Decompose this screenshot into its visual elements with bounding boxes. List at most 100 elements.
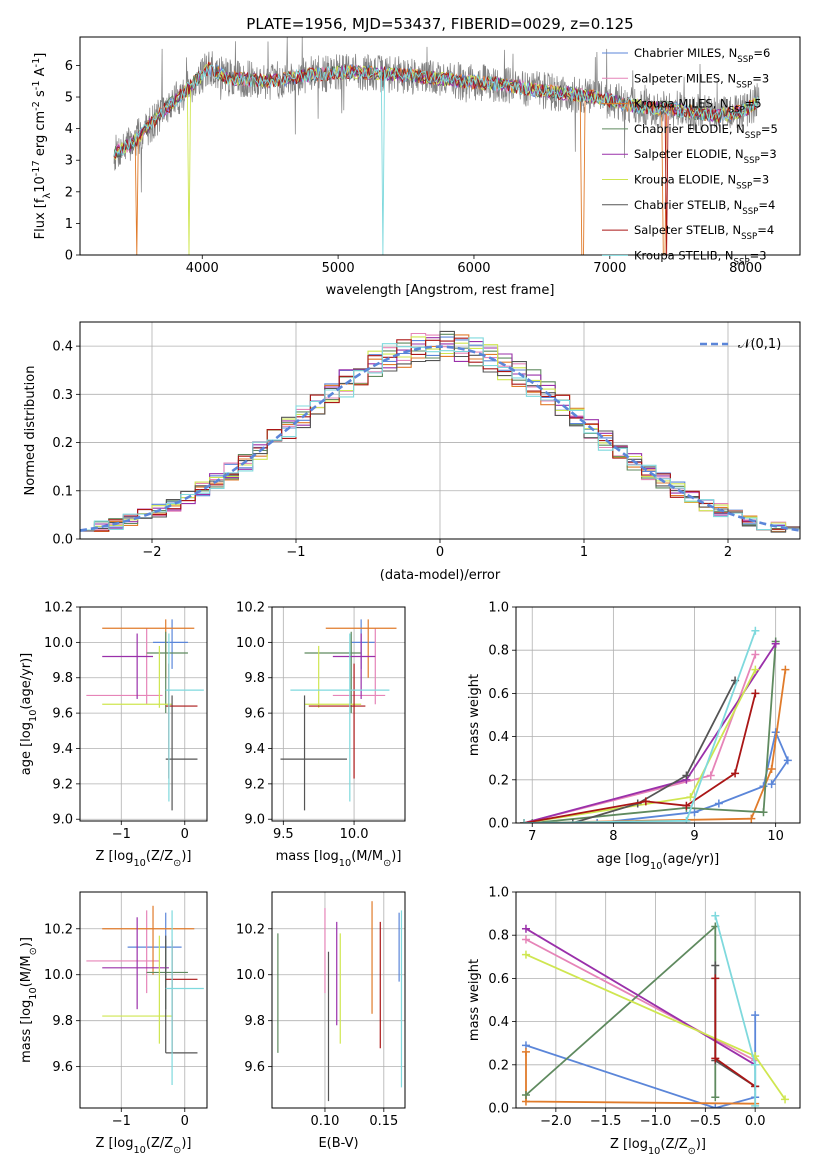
axes-age_vs_mass: 9.5 10.0 9.0 9.2 9.4 9.6 9.8 10.0 10.2 mass [log1… (236, 601, 406, 869)
y-tick-label: 10.2 (44, 922, 73, 937)
y-axis-label: Flux [fλ10-17 erg cm-2 s-1 A-1] (31, 53, 53, 240)
x-tick-label: 10 (767, 829, 784, 844)
x-tick-label: 8 (609, 829, 617, 844)
y-tick-label: 9.2 (244, 777, 265, 792)
y-tick-label: 10.0 (236, 636, 265, 651)
axes-frame: 4000 5000 6000 7000 8000 0 1 2 3 4 5 6 wavelength [A… (31, 36, 801, 298)
plot-area (277, 901, 403, 1102)
x-axis-label: mass [log10(M/M⊙)] (276, 849, 402, 869)
plot-area (280, 619, 397, 811)
mass-weight-marker (521, 935, 530, 944)
plot-area (86, 619, 204, 811)
mass-weight-marker (682, 816, 691, 823)
x-tick-label: 4000 (186, 261, 219, 276)
y-tick-label: 9.6 (52, 1060, 73, 1075)
y-tick-label: 3 (65, 154, 73, 169)
mass-weight-line (572, 679, 736, 823)
x-tick-label: 7 (528, 829, 536, 844)
x-tick-label: 2 (724, 545, 732, 560)
axes-frame: −2 −1 0 1 2 0.0 0.1 0.2 0.3 0.4 (data-model)/error… (23, 321, 801, 583)
x-tick-label: −2.0 (540, 1114, 572, 1129)
y-tick-label: 0.6 (488, 687, 509, 702)
y-tick-label: 9.4 (52, 742, 73, 757)
y-tick-label: 9.4 (244, 742, 265, 757)
normal-curve (80, 345, 800, 532)
y-tick-label: 0.3 (52, 388, 73, 403)
y-tick-label: 9.6 (52, 707, 73, 722)
x-axis-label: (data-model)/error (380, 568, 501, 583)
figure-title: PLATE=1956, MJD=53437, FIBERID=0029, z=0… (246, 15, 633, 33)
legend-label: 𝒩(0,1) (738, 337, 781, 352)
y-tick-label: 9.8 (244, 671, 265, 686)
axes-mw_vs_age: 7 8 9 10 0.0 0.2 0.4 0.6 0.8 1.0 age [log10(age/yr… (467, 601, 801, 872)
x-tick-label: −1.5 (590, 1114, 622, 1129)
mass-weight-marker (751, 650, 760, 659)
axes-frame: −2.0 −1.5 −1.0 −0.5 0.0 0.0 0.2 0.4 0.6 0.8 1.0 Z [… (467, 886, 801, 1157)
legend-label: Kroupa MILES, NSSP=5 (634, 97, 762, 116)
y-tick-label: 0.0 (52, 533, 73, 548)
y-axis-label: age [log10(age/yr)] (19, 653, 39, 776)
x-tick-label: −1.0 (640, 1114, 672, 1129)
legend-label: Salpeter MILES, NSSP=3 (634, 71, 769, 90)
axes-frame: −1 0 9.6 9.8 10.0 10.2 Z [log10(Z/Z⊙)] mass [lo… (19, 891, 208, 1156)
mass-weight-line (525, 924, 717, 1098)
mass-weight-line (532, 641, 777, 823)
mass-weight-marker (641, 797, 650, 806)
legend-label: Chabrier ELODIE, NSSP=5 (634, 122, 778, 141)
mass-weight-marker (690, 808, 699, 817)
y-tick-label: 10.2 (44, 601, 73, 616)
x-axis-label: Z [log10(Z/Z⊙)] (610, 1137, 706, 1157)
x-tick-label: 0 (181, 827, 189, 842)
y-tick-label: 0.2 (52, 436, 73, 451)
mass-weight-marker (751, 626, 760, 635)
x-tick-label: 9.5 (273, 827, 294, 842)
mass-weight-marker (731, 769, 740, 778)
mass-weight-marker (521, 950, 530, 959)
mass-weight-marker (781, 1095, 790, 1104)
y-tick-label: 9.8 (52, 1014, 73, 1029)
y-tick-label: 9.0 (244, 813, 265, 828)
x-tick-label: −1 (112, 827, 131, 842)
y-tick-label: 0 (65, 249, 73, 264)
plot-area (521, 911, 790, 1108)
y-tick-label: 0.4 (488, 730, 509, 745)
y-tick-label: 9.6 (244, 1060, 265, 1075)
plot-area (80, 330, 800, 533)
plot-area (520, 626, 792, 823)
y-tick-label: 0.4 (488, 1015, 509, 1030)
x-tick-label: 0 (181, 1114, 189, 1129)
x-tick-label: −1 (112, 1114, 131, 1129)
plot-area (86, 905, 204, 1086)
mass-weight-marker (781, 665, 790, 674)
axes-frame-rect (271, 606, 406, 822)
mass-weight-marker (593, 819, 602, 823)
mass-weight-marker (767, 765, 776, 773)
mass-weight-marker (771, 639, 780, 648)
mass-weight-line (524, 669, 787, 823)
x-tick-label: 10.0 (340, 827, 369, 842)
mass-weight-line (525, 938, 756, 1062)
x-axis-label: E(B-V) (318, 1136, 358, 1151)
x-tick-label: 5000 (322, 261, 355, 276)
mass-weight-marker (682, 771, 691, 780)
mass-weight-marker (711, 1054, 720, 1063)
axes-frame-rect (79, 891, 208, 1109)
x-tick-label: 0 (436, 545, 444, 560)
mass-weight-marker (714, 799, 723, 808)
y-tick-label: 6 (65, 59, 73, 74)
x-tick-label: −1 (286, 545, 305, 560)
y-tick-label: 4 (65, 122, 73, 137)
y-tick-label: 0.8 (488, 929, 509, 944)
legend-label: Salpeter STELIB, NSSP=4 (634, 223, 774, 242)
residual-histogram (80, 337, 800, 531)
mass-weight-marker (747, 814, 756, 823)
mass-weight-marker (759, 808, 768, 817)
axes-frame-rect (79, 606, 208, 822)
x-tick-label: 0.15 (369, 1114, 398, 1129)
y-tick-label: 0.0 (488, 817, 509, 832)
y-tick-label: 0.2 (488, 1058, 509, 1073)
mass-weight-marker (711, 961, 720, 970)
axes-mass_vs_Z: −1 0 9.6 9.8 10.0 10.2 Z [log10(Z/Z⊙)] mass [lo… (19, 891, 208, 1156)
y-tick-label: 0.6 (488, 972, 509, 987)
mass-weight-marker (711, 1093, 720, 1102)
